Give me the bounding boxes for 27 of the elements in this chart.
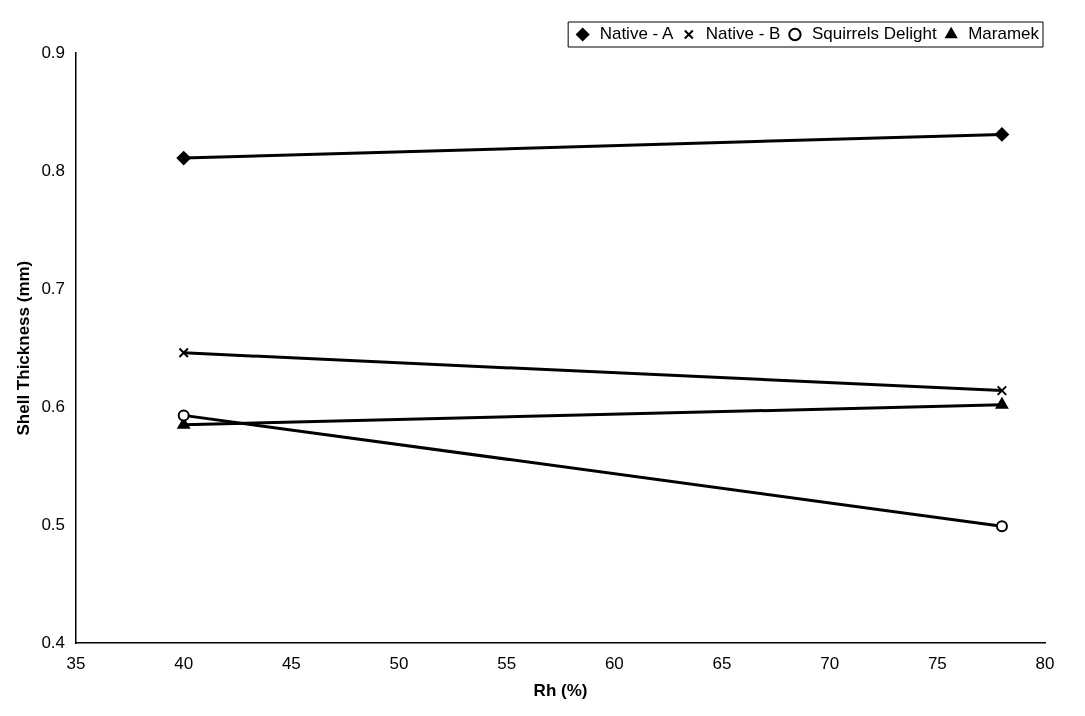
y-tick-label: 0.8: [41, 160, 66, 180]
y-tick-label: 0.7: [41, 278, 66, 298]
legend-label: Native - B: [705, 24, 781, 44]
legend-label: Native - A: [599, 24, 675, 44]
y-tick-label: 0.6: [41, 396, 66, 416]
point: [176, 151, 191, 166]
x-tick-label: 50: [389, 654, 409, 674]
x-tick-label: 70: [820, 654, 840, 674]
x-tick-label: 65: [712, 654, 732, 674]
y-tick-label: 0.9: [41, 42, 66, 62]
y-tick-label: 0.5: [41, 514, 66, 534]
x-tick-label: 40: [174, 654, 194, 674]
y-axis-title: Shell Thickness (mm): [13, 260, 33, 436]
y-tick-label: 0.4: [41, 632, 66, 652]
x-tick-label: 35: [66, 654, 86, 674]
point: [994, 127, 1009, 142]
x-tick-label: 75: [927, 654, 947, 674]
x-axis-title: Rh (%): [533, 681, 588, 701]
x-tick-label: 55: [497, 654, 517, 674]
x-tick-label: 45: [281, 654, 301, 674]
x-tick-label: 60: [604, 654, 624, 674]
legend-label: Maramek: [968, 24, 1040, 44]
x-tick-label: 80: [1035, 654, 1055, 674]
point: [996, 385, 1008, 396]
legend-label: Squirrels Delight: [811, 24, 937, 44]
point: [178, 347, 189, 359]
point: [995, 520, 1008, 533]
